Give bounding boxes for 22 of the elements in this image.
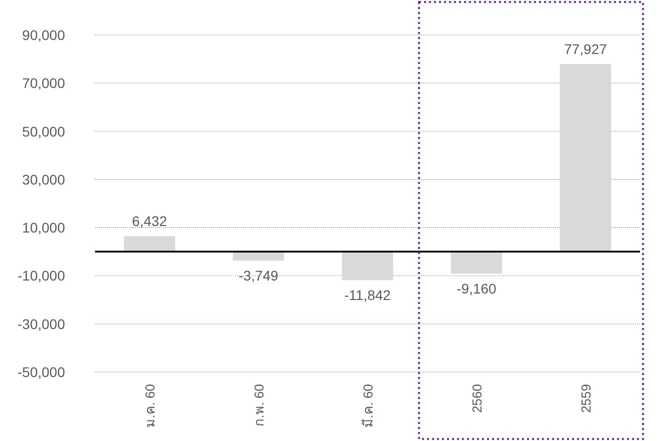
bar	[342, 252, 394, 280]
x-tick-label: 2560	[470, 384, 484, 413]
data-label: -9,160	[456, 280, 497, 297]
x-tick-label: 2559	[578, 384, 594, 413]
y-tick-label: -30,000	[18, 316, 66, 332]
y-tick-label: 90,000	[22, 27, 66, 43]
y-tick-label: -10,000	[18, 268, 66, 284]
bar	[124, 236, 176, 252]
bar	[560, 64, 612, 252]
y-tick-label: -50,000	[18, 364, 66, 380]
x-tick-label: ก.พ. 60	[252, 384, 266, 426]
bar	[450, 252, 502, 274]
y-tick-label: 50,000	[22, 123, 66, 140]
x-tick-label: มี.ค. 60	[360, 384, 376, 428]
data-label: -11,842	[344, 287, 391, 304]
y-tick-label: 10,000	[22, 220, 66, 236]
y-tick-label: 30,000	[22, 171, 66, 188]
y-tick-label: 70,000	[22, 75, 66, 92]
data-label: 6,432	[132, 213, 168, 230]
data-label: -3,749	[238, 268, 279, 284]
x-tick-label: ม.ค. 60	[142, 384, 158, 428]
data-label: 77,927	[564, 41, 608, 58]
